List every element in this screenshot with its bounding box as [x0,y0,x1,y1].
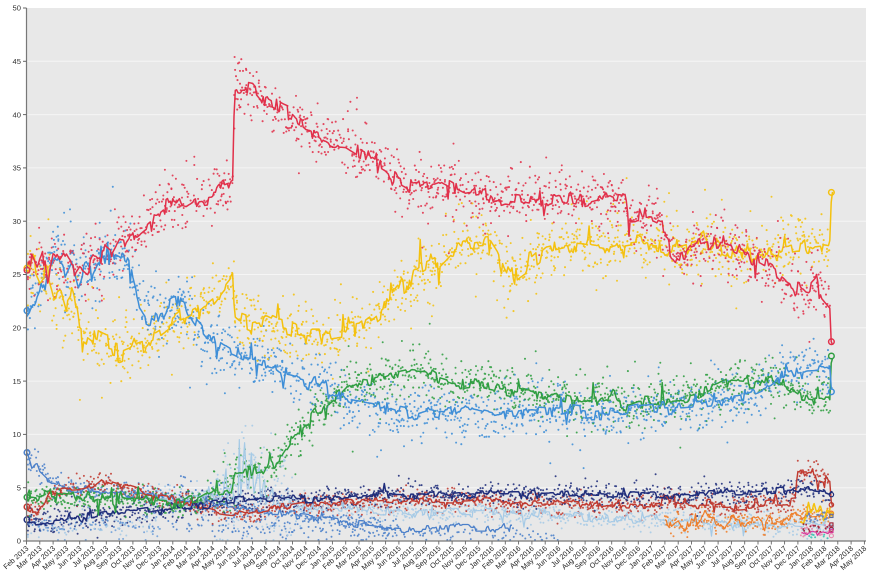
svg-text:10: 10 [13,430,21,439]
svg-text:35: 35 [13,164,21,173]
svg-text:15: 15 [13,377,21,386]
svg-text:5: 5 [17,483,21,492]
svg-text:0: 0 [17,537,21,546]
svg-text:25: 25 [13,270,21,279]
svg-text:45: 45 [13,57,21,66]
svg-text:50: 50 [13,4,21,13]
svg-text:20: 20 [13,324,21,333]
svg-text:30: 30 [13,217,21,226]
svg-text:40: 40 [13,110,21,119]
